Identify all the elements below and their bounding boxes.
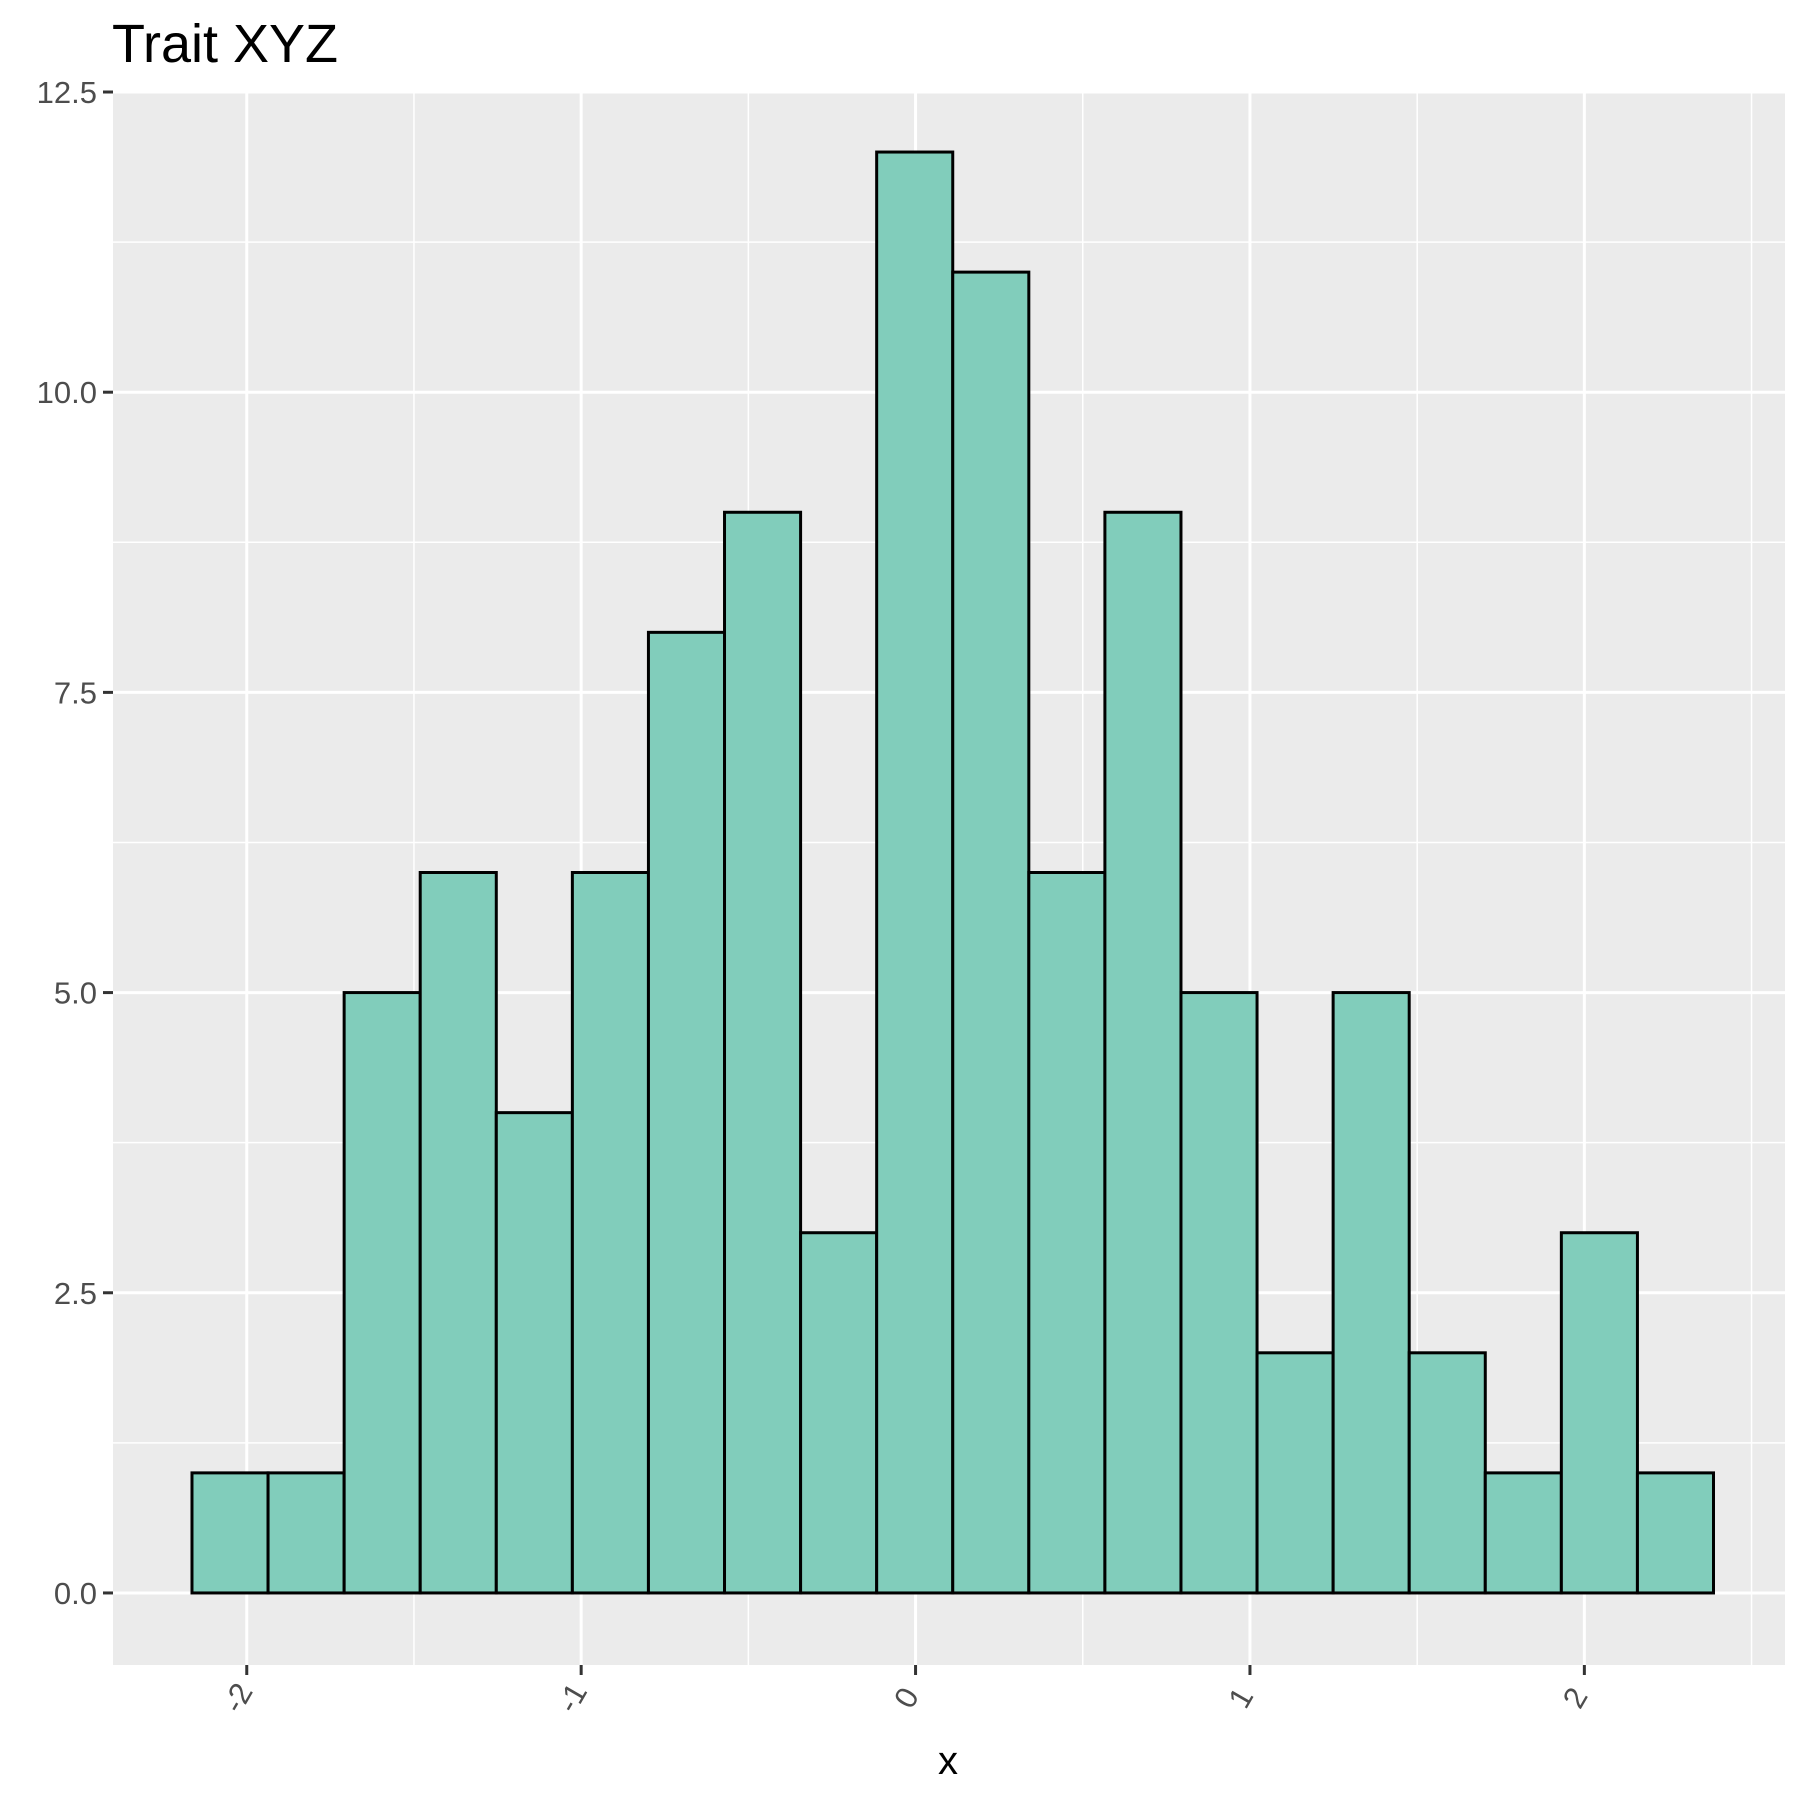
histogram-bar <box>190 1471 270 1595</box>
histogram-bars <box>190 150 1716 1595</box>
x-tick-label: -2 <box>216 1677 260 1718</box>
histogram-bar <box>1027 870 1107 1595</box>
histogram-bar <box>1635 1471 1716 1595</box>
y-tick-label: 10.0 <box>37 375 97 410</box>
histogram-bar <box>875 150 955 1595</box>
x-tick-label: 2 <box>1556 1682 1595 1714</box>
histogram-bar <box>266 1471 346 1595</box>
histogram-bar <box>494 1111 574 1595</box>
y-tick-label: 12.5 <box>37 75 97 110</box>
x-tick-label: -1 <box>550 1677 594 1718</box>
histogram-bar <box>1103 510 1183 1595</box>
histogram-bar <box>1179 991 1259 1595</box>
y-tick-label: 7.5 <box>54 675 97 710</box>
y-tick-label: 0.0 <box>54 1576 97 1611</box>
x-tick-label: 1 <box>1221 1682 1260 1714</box>
x-axis-title: x <box>938 1739 958 1783</box>
x-tick-label: 0 <box>887 1682 926 1714</box>
y-tick-label: 5.0 <box>54 976 97 1011</box>
histogram-bar <box>723 510 803 1595</box>
histogram-bar <box>418 870 498 1595</box>
chart-title: Trait XYZ <box>112 14 338 74</box>
y-tick-label: 2.5 <box>54 1276 97 1311</box>
histogram-bar <box>1559 1231 1639 1595</box>
histogram-bar <box>342 991 422 1595</box>
histogram-bar <box>570 870 650 1595</box>
histogram-bar <box>1255 1351 1335 1595</box>
histogram-bar <box>1483 1471 1563 1595</box>
histogram-bar <box>1407 1351 1487 1595</box>
histogram-bar <box>1331 991 1411 1595</box>
histogram-bar <box>799 1231 879 1595</box>
histogram-bar <box>646 630 727 1595</box>
histogram-bar <box>951 270 1031 1595</box>
